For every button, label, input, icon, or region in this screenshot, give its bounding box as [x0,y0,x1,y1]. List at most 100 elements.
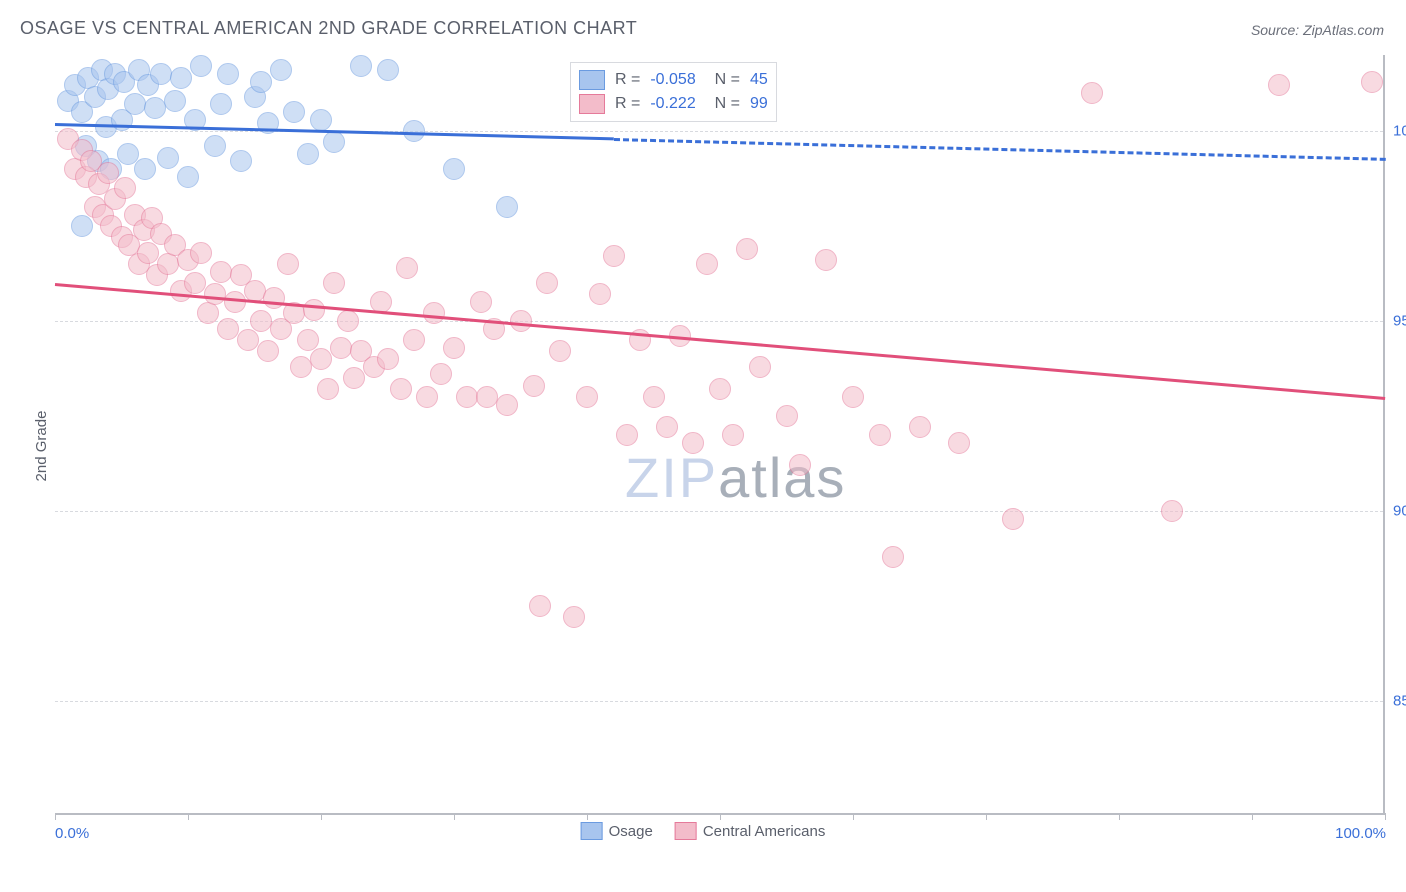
scatter-point [263,287,285,309]
scatter-point [217,63,239,85]
scatter-point [250,71,272,93]
scatter-point [416,386,438,408]
legend-item: Central Americans [675,822,826,840]
scatter-point [350,55,372,77]
legend-item: Osage [581,822,653,840]
x-axis-end-label: 100.0% [1335,825,1386,842]
y-axis-label: 2nd Grade [33,411,50,482]
x-tick-mark [986,813,987,820]
scatter-point [882,546,904,568]
scatter-point [842,386,864,408]
scatter-point [396,257,418,279]
scatter-point [643,386,665,408]
watermark-part-a: ZIP [625,446,718,509]
plot-area: ZIPatlas 85.0%90.0%95.0%100.0% [55,55,1385,815]
scatter-point [217,318,239,340]
scatter-point [749,356,771,378]
x-tick-mark [1252,813,1253,820]
scatter-point [210,93,232,115]
scatter-point [144,97,166,119]
y-tick-label: 90.0% [1393,503,1406,520]
scatter-point [529,595,551,617]
scatter-point [709,378,731,400]
correlation-legend: R = -0.058 N = 45 R = -0.222 N = 99 [570,62,777,122]
scatter-point [177,166,199,188]
watermark-part-b: atlas [718,446,846,509]
scatter-point [523,375,545,397]
scatter-point [297,329,319,351]
source-attribution: Source: ZipAtlas.com [1251,22,1384,38]
scatter-point [157,253,179,275]
scatter-point [576,386,598,408]
scatter-point [510,310,532,332]
scatter-point [297,143,319,165]
gridline [55,511,1383,512]
legend-r-value: -0.058 [650,71,695,89]
scatter-point [71,215,93,237]
x-tick-mark [720,813,721,820]
scatter-point [257,340,279,362]
scatter-point [197,302,219,324]
scatter-point [696,253,718,275]
scatter-point [736,238,758,260]
scatter-point [496,394,518,416]
scatter-point [789,454,811,476]
scatter-point [204,135,226,157]
scatter-point [403,120,425,142]
scatter-point [204,283,226,305]
scatter-point [948,432,970,454]
x-tick-mark [188,813,189,820]
chart-title: OSAGE VS CENTRAL AMERICAN 2ND GRADE CORR… [20,18,637,39]
scatter-point [377,59,399,81]
scatter-point [290,356,312,378]
scatter-point [815,249,837,271]
scatter-point [1081,82,1103,104]
legend-r-label: R = [615,71,640,89]
scatter-point [1161,500,1183,522]
scatter-point [656,416,678,438]
scatter-point [496,196,518,218]
legend-row: R = -0.222 N = 99 [579,92,768,116]
scatter-point [390,378,412,400]
scatter-point [403,329,425,351]
gridline [55,701,1383,702]
legend-swatch [579,94,605,114]
scatter-point [137,242,159,264]
scatter-point [317,378,339,400]
legend-n-label: N = [706,95,740,113]
trend-line-dashed [614,138,1385,161]
scatter-point [277,253,299,275]
legend-r-value: -0.222 [650,95,695,113]
scatter-point [270,59,292,81]
scatter-point [150,63,172,85]
scatter-point [323,131,345,153]
legend-n-value: 45 [750,71,768,89]
legend-label: Central Americans [703,823,826,840]
scatter-point [563,606,585,628]
legend-n-label: N = [706,71,740,89]
scatter-point [310,348,332,370]
scatter-point [549,340,571,362]
scatter-point [337,310,359,332]
scatter-point [470,291,492,313]
scatter-point [589,283,611,305]
series-legend: Osage Central Americans [581,822,826,840]
scatter-point [476,386,498,408]
scatter-point [303,299,325,321]
scatter-point [423,302,445,324]
x-tick-mark [454,813,455,820]
legend-n-value: 99 [750,95,768,113]
scatter-point [682,432,704,454]
scatter-point [190,242,212,264]
x-tick-mark [1385,813,1386,820]
scatter-point [1268,74,1290,96]
y-tick-label: 95.0% [1393,313,1406,330]
y-tick-label: 85.0% [1393,693,1406,710]
x-tick-mark [55,813,56,820]
scatter-point [456,386,478,408]
scatter-point [283,101,305,123]
scatter-point [310,109,332,131]
scatter-point [164,90,186,112]
scatter-point [1002,508,1024,530]
x-tick-mark [321,813,322,820]
